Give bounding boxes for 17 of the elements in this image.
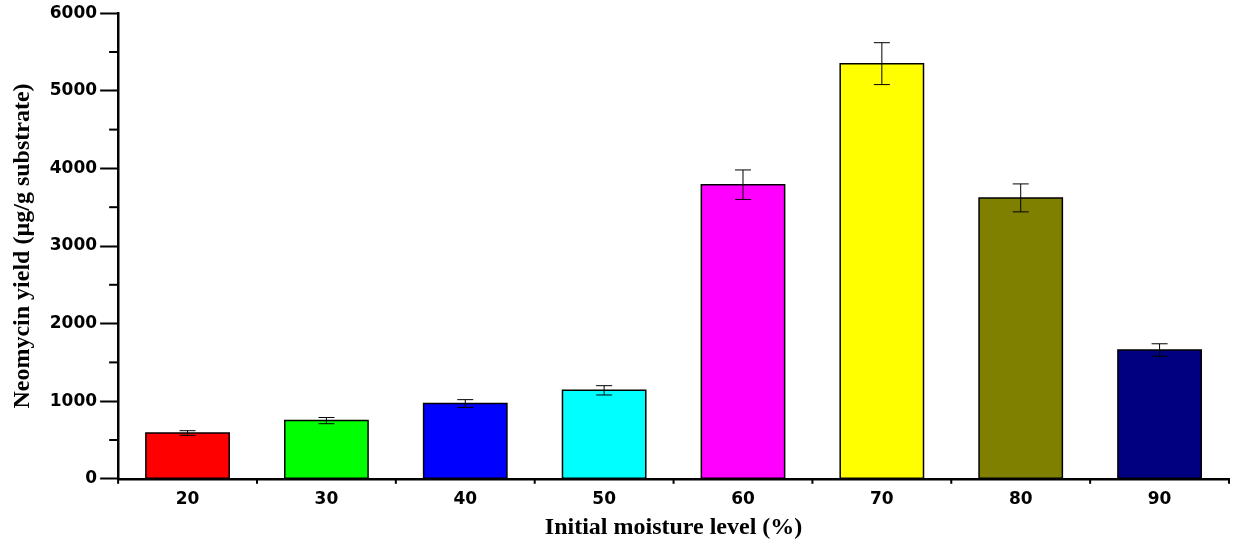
y-tick-label: 2000 <box>49 312 98 333</box>
y-tick-label: 1000 <box>49 389 98 410</box>
y-tick-label: 5000 <box>49 79 98 100</box>
x-tick-label: 90 <box>1147 488 1172 509</box>
y-tick-label: 4000 <box>49 156 98 177</box>
y-tick-label: 6000 <box>49 1 98 22</box>
x-tick-label: 80 <box>1008 488 1033 509</box>
y-axis-title: Neomycin yield (µg/g substrate) <box>7 83 34 409</box>
y-tick-label: 3000 <box>49 234 98 255</box>
x-tick-label: 20 <box>175 488 200 509</box>
x-tick-label: 50 <box>592 488 617 509</box>
x-tick-label: 40 <box>453 488 478 509</box>
x-axis-title: Initial moisture level (%) <box>544 512 803 539</box>
x-tick-label: 30 <box>314 488 339 509</box>
y-tick-label: 0 <box>85 467 98 488</box>
x-tick-label: 70 <box>870 488 894 509</box>
x-tick-label: 60 <box>731 488 755 509</box>
